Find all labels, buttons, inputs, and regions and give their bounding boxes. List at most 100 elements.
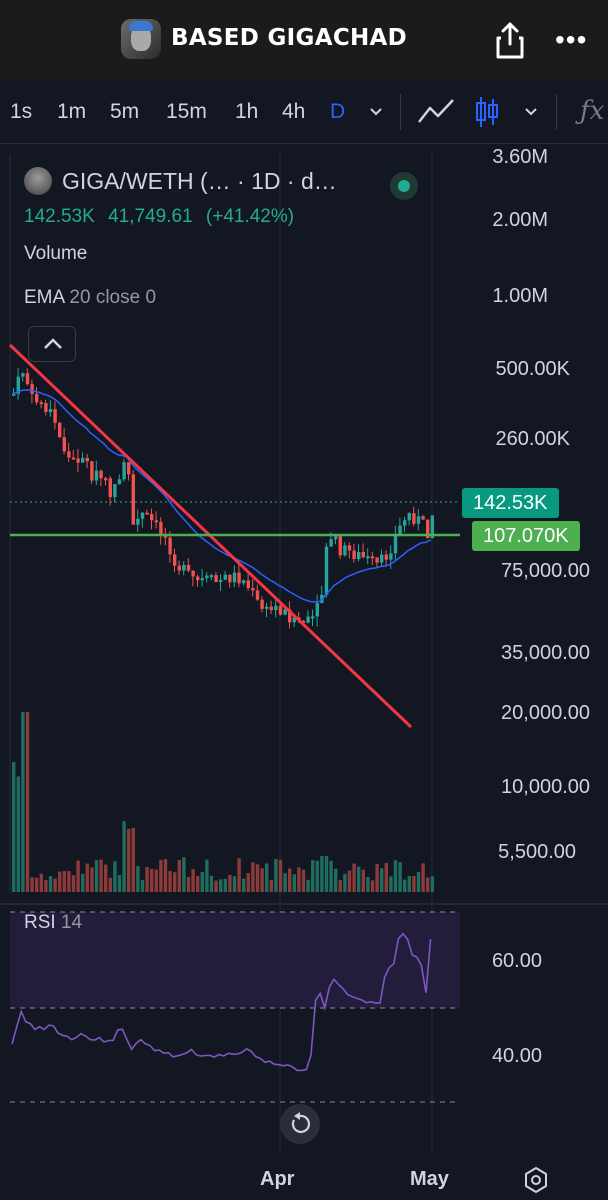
hline-price-tag: 107.070K — [472, 521, 580, 551]
candle — [182, 564, 186, 571]
candle — [357, 552, 361, 560]
rsi-axis-label: 40.00 — [491, 1045, 542, 1067]
volume-bar — [306, 879, 310, 892]
candle — [35, 393, 39, 403]
candle — [173, 554, 177, 566]
timeframe-d[interactable]: D — [330, 100, 346, 123]
timeframe-15m[interactable]: 15m — [166, 100, 207, 123]
candle — [343, 545, 347, 556]
candle — [99, 470, 103, 479]
price-axis-label: 2.00M — [492, 209, 548, 231]
volume-bar — [39, 873, 43, 892]
candle — [370, 556, 375, 559]
candle — [145, 512, 149, 515]
more-icon[interactable]: ••• — [555, 24, 588, 55]
volume-bar — [343, 873, 347, 892]
collapse-legend-button[interactable] — [28, 326, 76, 362]
candle — [127, 462, 131, 475]
candle — [301, 620, 306, 623]
volume-bar — [177, 859, 181, 892]
symbol-label[interactable]: GIGA/WETH (… · 1D · d… — [62, 168, 337, 194]
timeframe-1m[interactable]: 1m — [57, 100, 87, 123]
candle — [246, 580, 250, 589]
volume-bar — [407, 876, 411, 892]
candle — [186, 564, 191, 571]
timeframe-chevron-down-icon[interactable] — [367, 102, 385, 120]
chevron-up-icon — [44, 338, 62, 349]
candle — [21, 373, 25, 377]
fx-icon[interactable]: ƒx — [580, 96, 605, 126]
volume-bar — [320, 855, 324, 892]
candle — [260, 599, 264, 609]
price-axis-label: 10,000.00 — [501, 776, 590, 798]
volume-bar — [329, 860, 333, 892]
volume-bar — [173, 872, 177, 892]
volume-bar — [380, 868, 384, 892]
rsi-legend[interactable]: RSI 14 — [24, 912, 82, 934]
volume-bar — [200, 872, 204, 892]
settings-icon[interactable] — [522, 1166, 550, 1194]
chart-style-chevron-down-icon[interactable] — [522, 102, 540, 120]
candle — [255, 590, 260, 600]
candle — [71, 457, 76, 460]
price-axis-label: 260.00K — [495, 428, 570, 450]
candle — [58, 422, 62, 438]
volume-bar — [237, 858, 241, 892]
volume-bar — [430, 876, 434, 892]
timeframe-1h[interactable]: 1h — [235, 100, 259, 123]
volume-bar — [12, 762, 16, 892]
volume-bar — [104, 864, 108, 892]
candle — [412, 513, 416, 524]
share-icon[interactable] — [494, 20, 526, 60]
candle — [163, 534, 168, 538]
price-chart[interactable] — [0, 144, 608, 1200]
volume-bar — [131, 827, 135, 892]
price-axis-label: 35,000.00 — [501, 642, 590, 664]
volume-bar — [113, 861, 117, 892]
volume-bar — [278, 859, 283, 892]
candle — [223, 574, 227, 580]
ema-label: EMA — [24, 287, 65, 308]
candle — [131, 474, 135, 525]
volume-bar — [30, 877, 34, 892]
candle — [389, 553, 393, 560]
ema-legend[interactable]: EMA 20 close 0 — [24, 287, 156, 309]
candle — [315, 603, 319, 617]
candle — [140, 512, 145, 519]
volume-bar — [140, 879, 145, 892]
reset-chart-button[interactable] — [280, 1104, 320, 1144]
candle — [30, 384, 34, 394]
volume-bar — [182, 857, 186, 892]
candle — [292, 617, 296, 623]
volume-bar — [48, 876, 53, 892]
volume-bar — [403, 879, 407, 892]
chart-area[interactable]: GIGA/WETH (… · 1D · d… 142.53K 41,749.61… — [0, 144, 608, 1200]
candle — [384, 554, 388, 560]
chart-toolbar: 1s 1m 5m 15m 1h 4h D ƒx — [0, 80, 608, 144]
volume-bar — [274, 858, 278, 892]
candle — [117, 479, 122, 485]
volume-legend[interactable]: Volume — [24, 243, 88, 264]
timeframe-1s[interactable]: 1s — [10, 100, 33, 123]
volume-bar — [58, 871, 62, 892]
candle — [39, 402, 43, 405]
timeframe-4h[interactable]: 4h — [282, 100, 306, 123]
volume-bar — [352, 863, 356, 892]
candle — [205, 575, 209, 579]
timeframe-5m[interactable]: 5m — [110, 100, 140, 123]
candles-icon[interactable] — [474, 94, 500, 130]
price-axis-label: 20,000.00 — [501, 702, 590, 724]
candle — [329, 539, 333, 547]
volume-bar — [269, 879, 273, 892]
line-chart-icon[interactable] — [416, 94, 456, 130]
candle — [44, 403, 48, 413]
volume-bar — [324, 856, 329, 892]
volume-bar — [315, 860, 319, 892]
candle — [283, 609, 287, 615]
candle — [398, 525, 402, 535]
volume-bar — [251, 862, 255, 892]
volume-bar — [357, 866, 361, 892]
volume-bar — [16, 776, 20, 892]
candle — [403, 520, 407, 526]
candle — [209, 575, 214, 578]
